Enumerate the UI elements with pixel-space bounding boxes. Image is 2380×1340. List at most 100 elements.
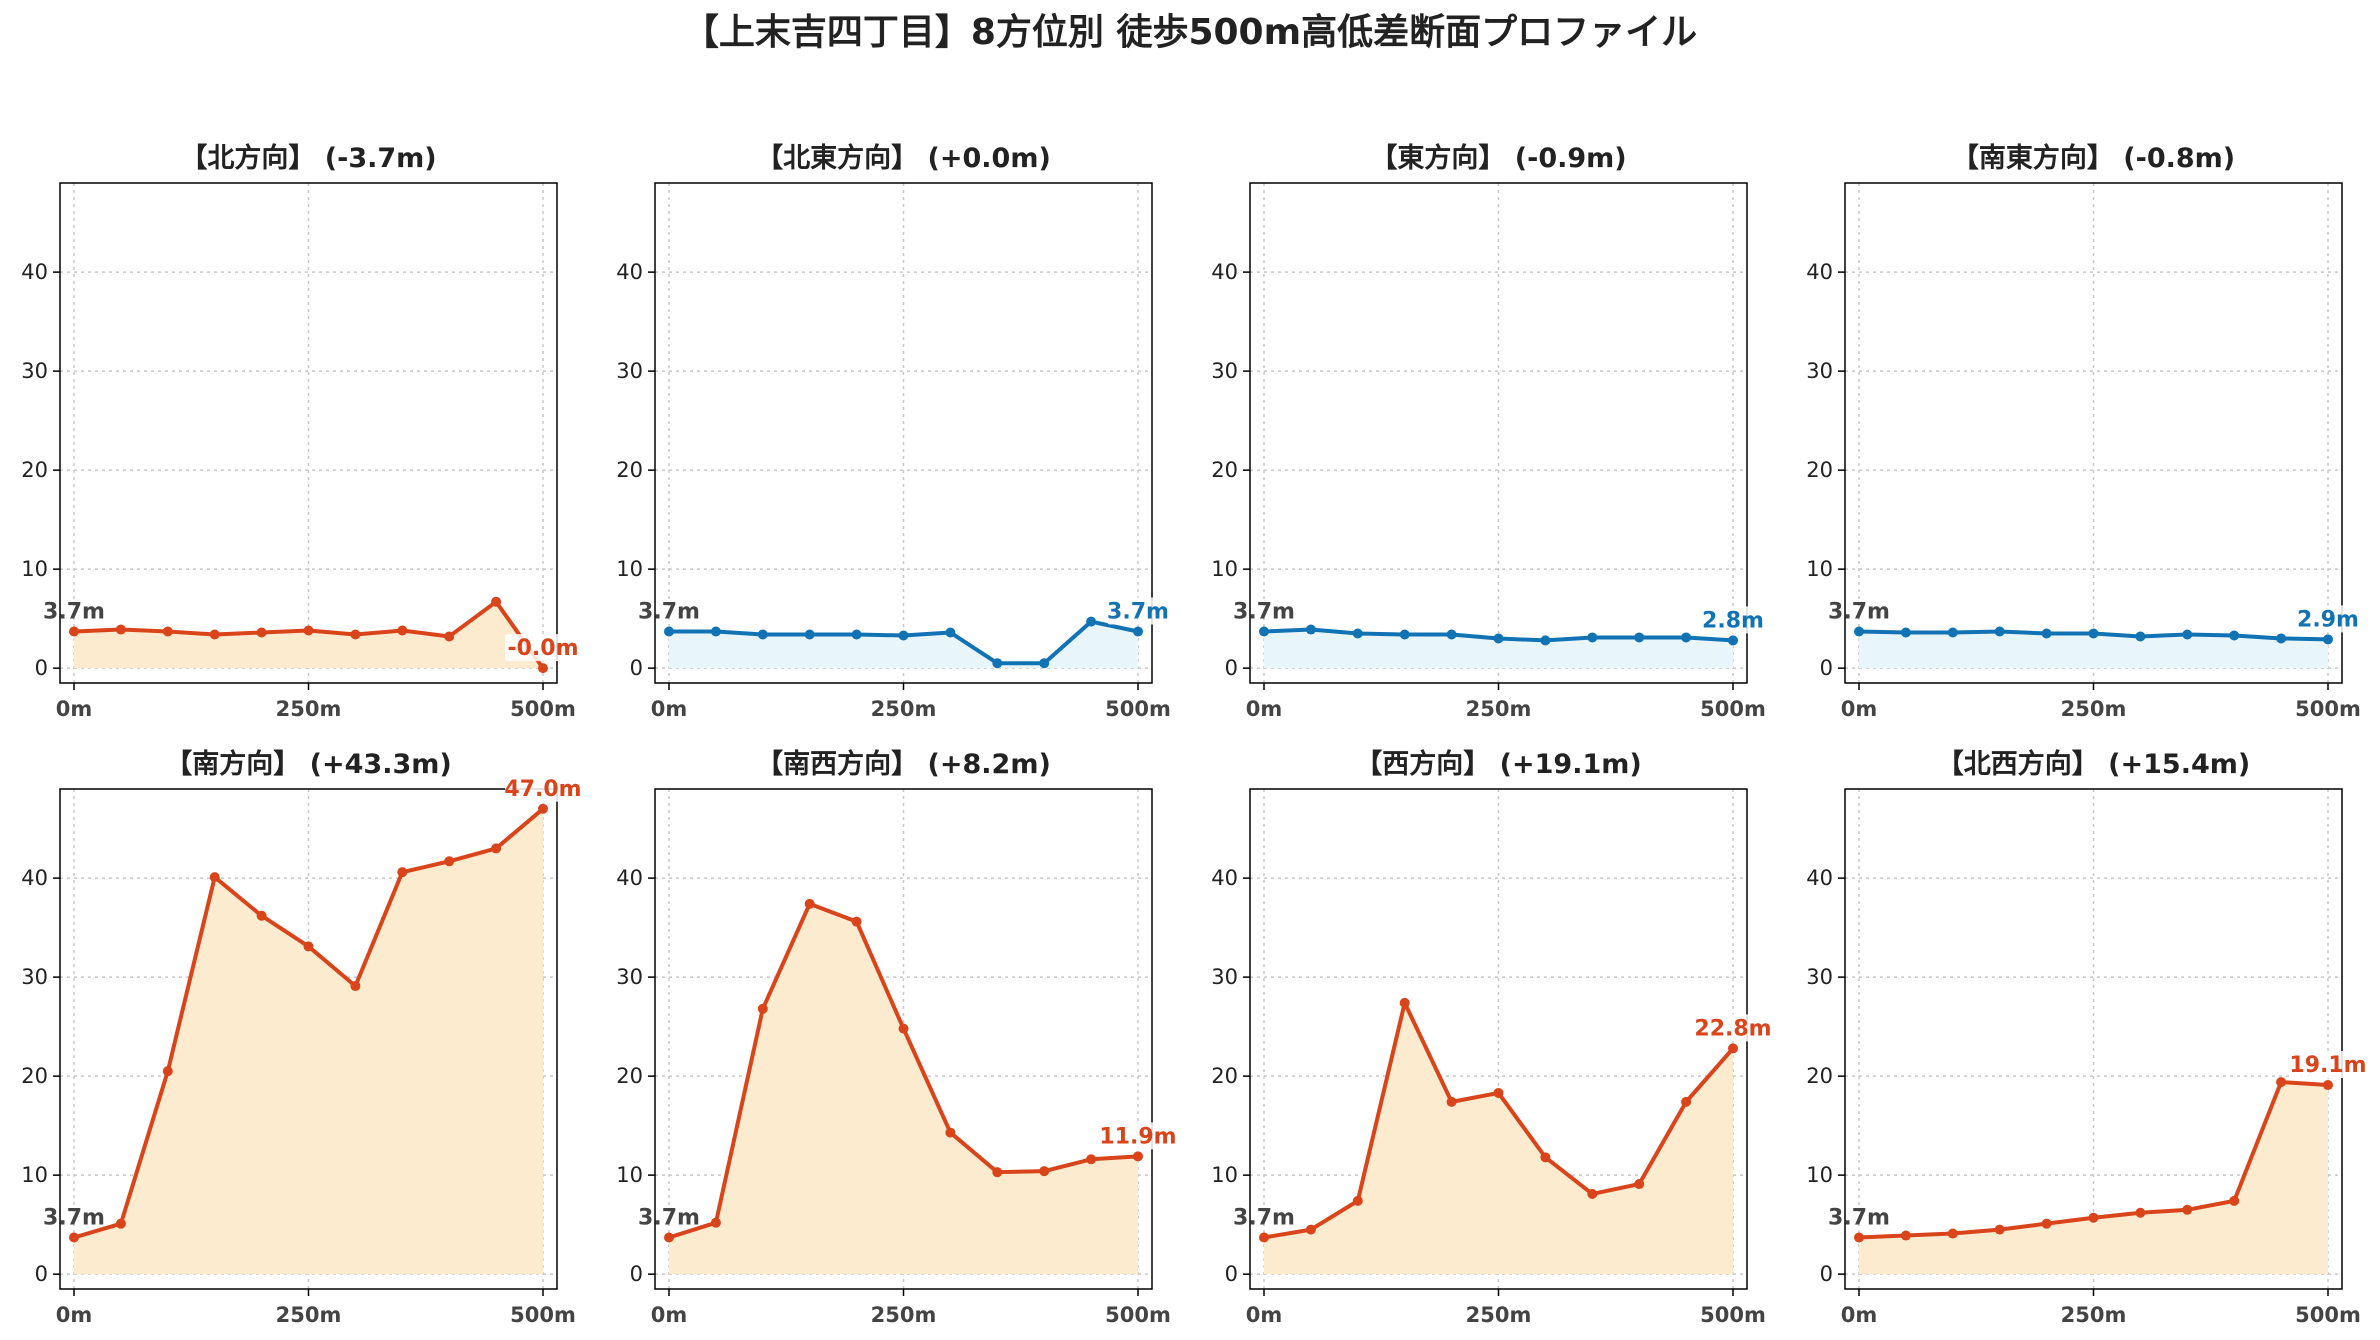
data-point (303, 941, 314, 952)
x-tick-label: 250m (276, 1303, 342, 1327)
data-point (209, 872, 220, 883)
y-tick-label: 30 (616, 359, 643, 383)
y-tick-label: 0 (35, 656, 48, 680)
x-tick-label: 250m (871, 697, 937, 721)
end-elevation-label-group: -0.0m (505, 634, 581, 662)
data-point (1259, 626, 1269, 637)
data-point (397, 867, 408, 878)
y-tick-label: 0 (1225, 1262, 1238, 1286)
data-point (1994, 1224, 2005, 1235)
data-point (444, 631, 455, 642)
y-tick-label: 20 (1211, 1064, 1238, 1088)
x-tick-label: 250m (2061, 1303, 2127, 1327)
x-tick-label: 0m (1841, 697, 1878, 721)
data-point (1446, 629, 1457, 640)
data-point (898, 1023, 909, 1034)
end-elevation-label: 2.9m (2297, 607, 2359, 632)
panel-title: 【東方向】 (-0.9m) (1370, 142, 1626, 174)
x-tick-label: 250m (871, 1303, 937, 1327)
end-label-background (1702, 606, 1764, 634)
data-point (69, 626, 79, 637)
panel-title: 【南方向】 (+43.3m) (165, 748, 451, 780)
panel-title: 【南西方向】 (+8.2m) (756, 748, 1051, 780)
figure-title: 【上末吉四丁目】8方位別 徒歩500m高低差断面プロファイル (683, 12, 1697, 53)
end-elevation-label-group: 11.9m (1099, 1122, 1177, 1150)
data-point (303, 625, 314, 636)
data-point (757, 629, 768, 640)
end-elevation-label-group: 2.8m (1702, 606, 1764, 634)
data-point (1493, 633, 1504, 644)
x-tick-label: 0m (1246, 697, 1283, 721)
data-point (162, 1066, 173, 1077)
end-label-background (1100, 1122, 1176, 1150)
x-tick-label: 500m (510, 697, 576, 721)
data-point (1540, 635, 1551, 646)
data-point (1493, 1087, 1504, 1098)
start-elevation-label: 3.7m (1828, 600, 1890, 625)
data-point (256, 627, 267, 638)
start-elevation-label: 3.7m (1233, 1206, 1295, 1231)
y-tick-label: 10 (616, 1163, 643, 1187)
data-point (538, 803, 548, 814)
data-point (992, 658, 1003, 669)
y-tick-label: 40 (616, 260, 643, 284)
y-tick-label: 40 (21, 260, 48, 284)
data-point (2041, 1218, 2052, 1229)
data-point (209, 629, 220, 640)
y-tick-label: 10 (1211, 557, 1238, 581)
y-tick-label: 30 (1211, 359, 1238, 383)
data-point (664, 626, 674, 637)
panel-title: 【北東方向】 (+0.0m) (756, 142, 1051, 174)
data-point (1039, 658, 1050, 669)
data-point (1947, 1228, 1958, 1239)
x-tick-label: 500m (1105, 1303, 1171, 1327)
y-tick-label: 40 (1211, 866, 1238, 890)
data-point (710, 1217, 721, 1228)
direction-panel: 【南東方向】 (-0.8m) 0 10 20 30 40 0m 250m 500m 3.7m 2.9… (1806, 142, 2361, 721)
data-point (350, 981, 361, 992)
panel-title: 【北方向】 (-3.7m) (180, 142, 436, 174)
data-point (115, 624, 126, 635)
data-point (256, 910, 267, 921)
end-elevation-label-group: 3.7m (1107, 597, 1169, 625)
end-elevation-label: 3.7m (1107, 600, 1169, 625)
data-point (1947, 627, 1958, 638)
x-tick-label: 500m (1700, 1303, 1766, 1327)
data-point (1681, 632, 1692, 643)
end-elevation-label: 11.9m (1099, 1124, 1176, 1149)
data-point (1994, 626, 2005, 637)
data-point (710, 626, 721, 637)
data-point (664, 1232, 674, 1243)
x-tick-label: 0m (56, 1303, 93, 1327)
x-tick-label: 0m (1246, 1303, 1283, 1327)
y-tick-label: 0 (630, 1262, 643, 1286)
data-point (1728, 1043, 1738, 1054)
data-point (2041, 628, 2052, 639)
panel-grid: 【北方向】 (-3.7m) 0 10 20 30 40 0m 250m 500m 3.7m -0.0… (21, 142, 2366, 1327)
data-point (1086, 1154, 1097, 1165)
end-label-background (2297, 605, 2359, 633)
data-point (2229, 630, 2240, 641)
data-point (538, 663, 548, 674)
end-label-background (505, 634, 581, 662)
data-point (1352, 1195, 1363, 1206)
data-point (1634, 632, 1645, 643)
data-point (1086, 616, 1097, 627)
y-tick-label: 40 (616, 866, 643, 890)
y-tick-label: 20 (1806, 1064, 1833, 1088)
data-point (1305, 624, 1316, 635)
y-tick-label: 10 (21, 557, 48, 581)
direction-panel: 【北方向】 (-3.7m) 0 10 20 30 40 0m 250m 500m 3.7m -0.0… (21, 142, 581, 721)
y-tick-label: 20 (1806, 458, 1833, 482)
end-elevation-label-group: 2.9m (2297, 605, 2359, 633)
data-point (1728, 635, 1738, 646)
data-point (945, 1127, 956, 1138)
data-point (2229, 1195, 2240, 1206)
y-tick-label: 30 (21, 965, 48, 989)
elevation-area (669, 903, 1138, 1275)
elevation-area (669, 621, 1138, 669)
direction-panel: 【北西方向】 (+15.4m) 0 10 20 30 40 0m 250m 500m 3.7m 19… (1806, 748, 2366, 1327)
data-point (69, 1232, 79, 1243)
y-tick-label: 40 (1211, 260, 1238, 284)
